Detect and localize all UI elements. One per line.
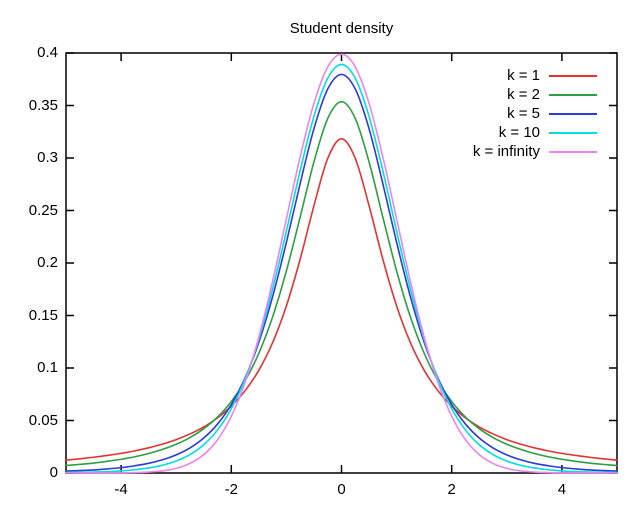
- legend-label: k = infinity: [472, 143, 540, 160]
- legend-line-sample: [549, 74, 597, 77]
- x-tick-label: -4: [114, 481, 128, 498]
- legend: k = 1 k = 2 k = 5 k = 10 k = infinity: [473, 66, 597, 161]
- legend-line-sample: [549, 112, 597, 115]
- legend-line-sample: [549, 131, 597, 134]
- legend-item-k-1: k = 1: [473, 66, 597, 85]
- y-tick-label: 0.25: [28, 201, 58, 219]
- y-tick-label: 0.3: [37, 149, 58, 166]
- y-tick-label: 0.2: [37, 254, 58, 271]
- curve-k-infinity: [65, 53, 618, 474]
- curve-k-10: [65, 63, 618, 474]
- legend-label: k = 5: [507, 105, 540, 122]
- legend-item-k-2: k = 2: [473, 85, 597, 104]
- legend-label: k = 10: [498, 124, 540, 141]
- legend-item-k-10: k = 10: [473, 123, 597, 142]
- x-tick-label: 2: [447, 481, 456, 498]
- x-tick-label: -2: [224, 481, 238, 498]
- legend-line-sample: [549, 93, 597, 96]
- x-tick-label: 0: [337, 481, 346, 498]
- legend-item-k-infinity: k = infinity: [473, 142, 597, 161]
- curve-k-5: [65, 73, 618, 472]
- curve-k-1: [65, 137, 618, 461]
- curve-k-2: [65, 100, 618, 467]
- legend-label: k = 1: [507, 67, 540, 84]
- chart-title: Student density: [289, 20, 394, 37]
- legend-item-k-5: k = 5: [473, 104, 597, 123]
- legend-line-sample: [549, 150, 597, 153]
- legend-label: k = 2: [507, 86, 540, 103]
- x-tick-label: 4: [557, 481, 567, 498]
- y-tick-label: 0.05: [28, 411, 58, 429]
- y-tick-label: 0.35: [28, 96, 58, 114]
- y-tick-label: 0.15: [28, 306, 58, 324]
- y-tick-label: 0.1: [37, 359, 58, 376]
- y-tick-label: 0: [49, 464, 58, 481]
- y-tick-label: 0.4: [37, 44, 58, 61]
